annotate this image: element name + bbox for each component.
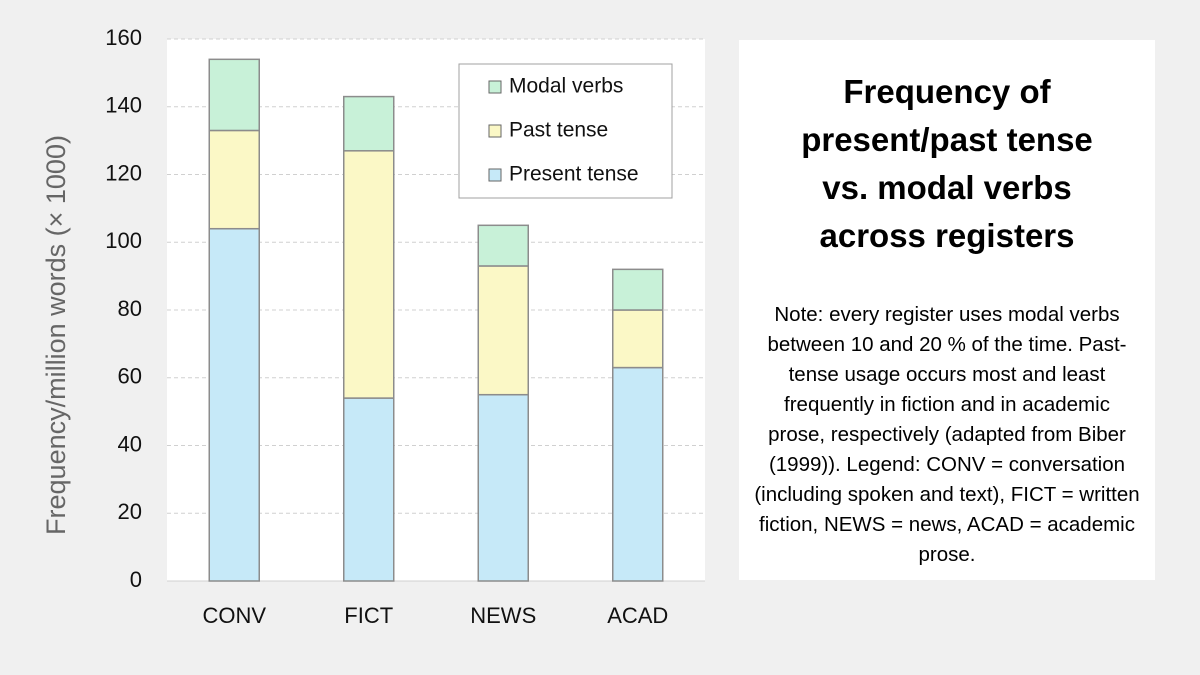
y-tick-label: 160	[105, 25, 142, 50]
bar-segment	[343, 397, 395, 582]
y-axis-label: Frequency/million words (× 1000)	[41, 135, 71, 535]
bar-segment	[208, 129, 260, 230]
y-tick-label: 0	[130, 567, 142, 592]
text-panel: Frequency of present/past tense vs. moda…	[739, 40, 1155, 580]
y-tick-label: 100	[105, 228, 142, 253]
legend-swatch	[488, 124, 502, 138]
legend-label: Present tense	[509, 163, 639, 186]
y-tick-label: 20	[118, 499, 142, 524]
panel-title: Frequency of present/past tense vs. moda…	[801, 73, 1093, 254]
bar-segment	[343, 150, 395, 399]
y-tick-label: 60	[118, 364, 142, 389]
bar-segment	[343, 95, 395, 152]
bar-segment	[612, 268, 664, 311]
bar-segment	[208, 227, 260, 582]
legend-swatch	[488, 168, 502, 182]
bar-segment	[208, 58, 260, 132]
bar-segment	[612, 309, 664, 369]
x-tick-label: ACAD	[607, 603, 668, 628]
bar-segment	[612, 366, 664, 582]
y-tick-label: 40	[118, 431, 142, 456]
x-tick-label: FICT	[344, 603, 393, 628]
legend-label: Past tense	[509, 119, 608, 142]
bar-segment	[477, 265, 529, 396]
panel-note: Note: every register uses modal verbs be…	[754, 303, 1140, 566]
x-tick-label: CONV	[202, 603, 266, 628]
legend-label: Modal verbs	[509, 75, 623, 98]
bar-segment	[477, 393, 529, 582]
legend-swatch	[488, 80, 502, 94]
bar-segment	[477, 224, 529, 267]
y-tick-label: 120	[105, 160, 142, 185]
x-tick-label: NEWS	[470, 603, 536, 628]
y-tick-label: 140	[105, 93, 142, 118]
y-tick-label: 80	[118, 296, 142, 321]
